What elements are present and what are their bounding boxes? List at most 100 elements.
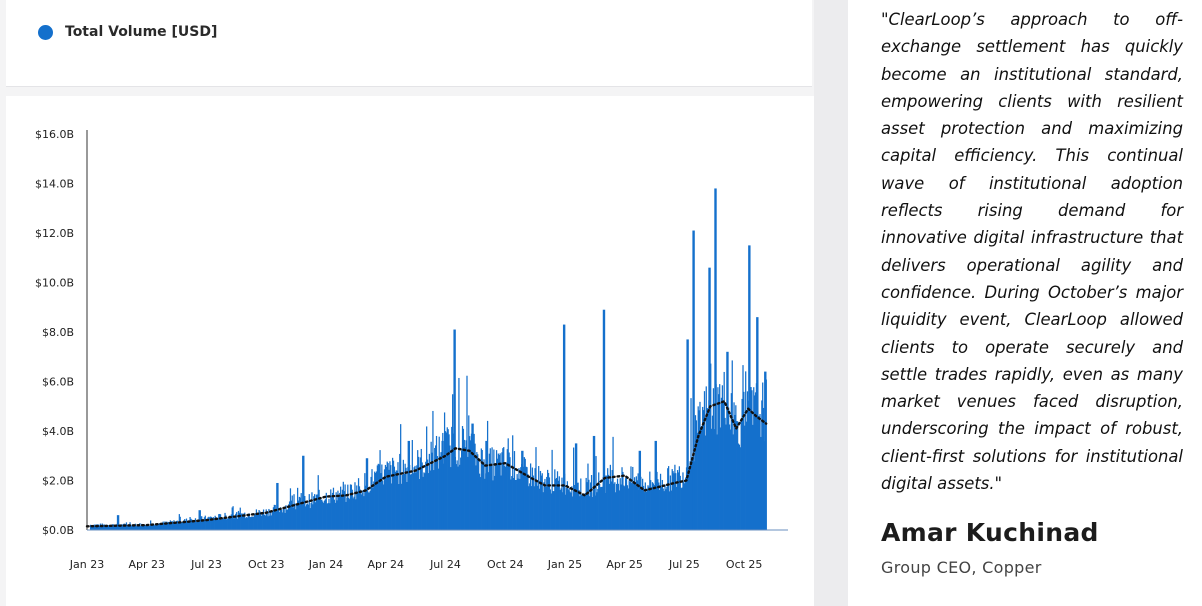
volume-bar: [423, 472, 425, 530]
volume-bar: [353, 496, 355, 530]
volume-bar: [523, 457, 525, 530]
volume-bar: [546, 476, 548, 530]
volume-bar: [704, 435, 706, 530]
volume-bar: [216, 517, 218, 530]
volume-bar: [415, 472, 417, 530]
volume-bar: [260, 512, 262, 530]
volume-bar: [416, 465, 418, 530]
volume-bar: [124, 523, 126, 530]
volume-bar: [606, 475, 608, 530]
volume-bar: [542, 492, 544, 530]
volume-bar: [435, 435, 438, 530]
volume-bar: [718, 394, 720, 530]
volume-bar: [297, 487, 299, 530]
volume-bar: [195, 522, 197, 530]
volume-bar: [683, 481, 685, 530]
volume-bar: [571, 486, 573, 530]
volume-bar: [547, 472, 550, 530]
volume-bar: [122, 525, 124, 530]
x-tick-label: Oct 23: [248, 558, 285, 571]
volume-bar: [526, 467, 528, 530]
volume-bar: [322, 502, 325, 530]
volume-bar: [153, 524, 155, 530]
volume-bar: [512, 435, 514, 530]
volume-bar: [130, 524, 132, 530]
volume-bar: [469, 440, 472, 530]
volume-bar: [233, 518, 235, 530]
volume-bar: [607, 474, 610, 530]
volume-bar: [494, 475, 496, 530]
volume-bar: [642, 485, 645, 530]
volume-bar: [246, 517, 249, 530]
volume-bar: [725, 424, 727, 530]
volume-bar: [673, 473, 675, 530]
volume-bar: [227, 517, 230, 530]
volume-bar: [370, 476, 372, 530]
volume-bar: [289, 488, 292, 530]
legend-swatch: [38, 24, 53, 40]
volume-bar: [376, 465, 378, 530]
volume-spike-bar: [441, 440, 444, 530]
volume-bar: [550, 493, 552, 530]
volume-bar: [722, 401, 724, 530]
volume-bar: [264, 515, 266, 530]
volume-bar: [314, 502, 317, 530]
volume-bar: [194, 518, 197, 530]
volume-bar: [369, 490, 371, 530]
volume-bar: [618, 490, 620, 530]
volume-bar: [591, 497, 594, 530]
volume-bar: [501, 452, 503, 530]
volume-bar: [680, 488, 682, 530]
volume-bar: [417, 456, 420, 530]
volume-bar: [142, 526, 145, 530]
volume-bar: [278, 509, 280, 530]
volume-bar: [149, 525, 151, 530]
volume-bar: [449, 445, 451, 530]
volume-bar: [290, 500, 292, 530]
legend-label: Total Volume [USD]: [65, 24, 218, 40]
volume-bar: [273, 504, 275, 530]
volume-bar: [333, 499, 335, 530]
volume-bar: [700, 428, 702, 530]
volume-bar: [250, 517, 252, 530]
volume-bar: [283, 506, 285, 530]
volume-bar: [409, 474, 412, 530]
volume-bar: [310, 503, 312, 530]
volume-bar: [650, 480, 652, 530]
volume-bar: [155, 525, 157, 530]
volume-bar: [450, 467, 452, 530]
legend-item-total-volume[interactable]: Total Volume [USD]: [38, 24, 217, 40]
volume-bar: [565, 487, 568, 530]
volume-bar: [386, 461, 388, 530]
volume-bar: [285, 505, 287, 530]
volume-bar: [697, 406, 699, 530]
volume-bar: [307, 504, 309, 530]
volume-bar: [445, 432, 448, 530]
volume-bar: [356, 485, 358, 530]
x-tick-label: Oct 25: [726, 558, 763, 571]
volume-bar: [308, 494, 310, 530]
volume-bar: [384, 464, 387, 530]
volume-bar: [573, 447, 575, 530]
quote-panel: "ClearLoop’s approach to off-exchange se…: [848, 0, 1202, 606]
volume-bar: [478, 458, 480, 530]
volume-bar: [744, 425, 746, 530]
volume-bar: [217, 519, 219, 530]
volume-bar: [136, 524, 138, 530]
volume-bar: [395, 470, 397, 530]
volume-bar: [736, 421, 738, 530]
volume-bar: [262, 512, 264, 530]
volume-bar: [628, 480, 630, 530]
volume-bar: [115, 524, 118, 530]
volume-spike-bar: [521, 450, 524, 530]
volume-bar: [530, 486, 533, 530]
volume-bar: [740, 418, 742, 530]
volume-bar: [497, 453, 499, 530]
volume-bar: [532, 475, 534, 530]
volume-bar: [688, 468, 690, 530]
volume-bar: [614, 482, 616, 530]
volume-bar: [429, 470, 431, 530]
volume-bar: [474, 443, 476, 530]
volume-bar: [171, 521, 173, 530]
volume-bar: [580, 478, 582, 530]
